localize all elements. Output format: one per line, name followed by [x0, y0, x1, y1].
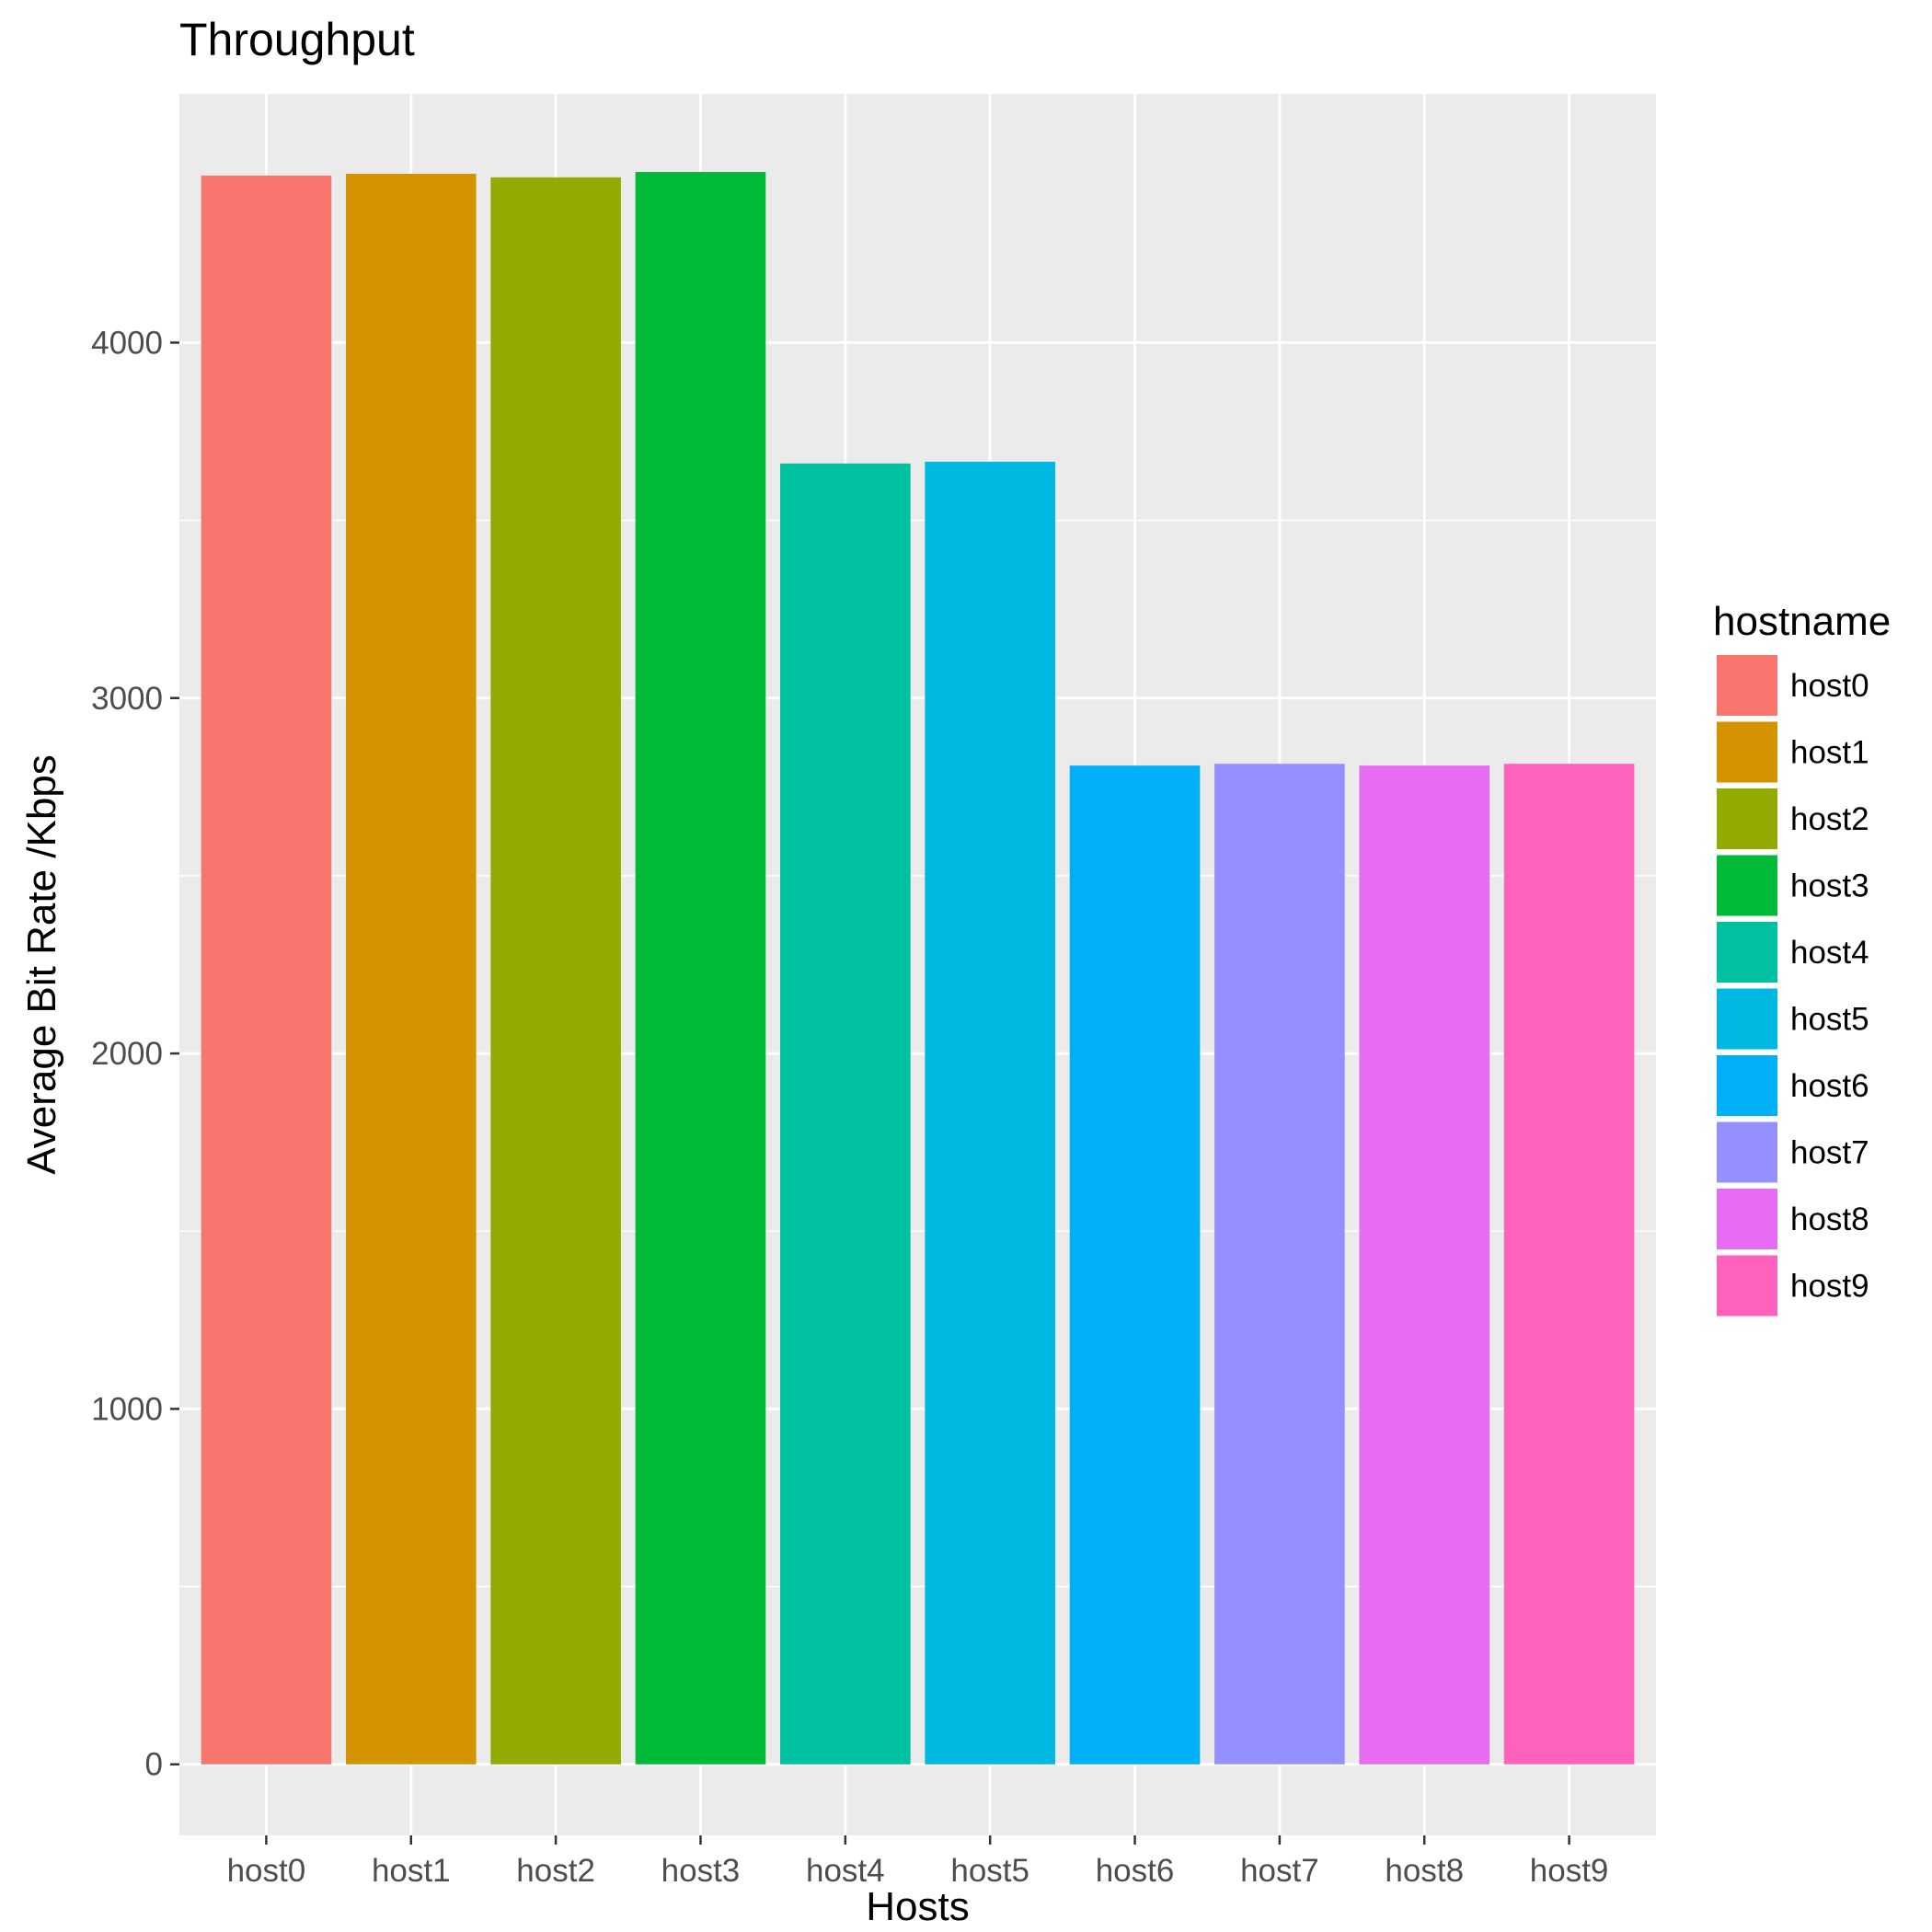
bar-host1 [345, 173, 477, 1765]
legend-key-host0 [1717, 655, 1777, 716]
bar-host0 [201, 175, 332, 1765]
legend-label: host9 [1790, 1269, 1869, 1305]
legend-key-host2 [1717, 788, 1777, 849]
legend-key-host8 [1717, 1189, 1777, 1249]
x-tick-label: host6 [1096, 1853, 1175, 1889]
x-tick-label: host2 [516, 1853, 595, 1889]
legend-key-host5 [1717, 988, 1777, 1050]
bar-host5 [925, 461, 1055, 1765]
legend-label: host8 [1790, 1202, 1869, 1237]
x-tick-label: host7 [1240, 1853, 1319, 1889]
bar-host8 [1359, 765, 1490, 1765]
x-tick-label: host3 [661, 1853, 741, 1889]
bar-host4 [780, 463, 911, 1765]
bars-group [201, 171, 1635, 1765]
x-tick-label: host4 [806, 1853, 885, 1889]
legend-key-host6 [1717, 1055, 1777, 1116]
y-tick-label: 0 [145, 1747, 163, 1783]
bar-host3 [635, 171, 766, 1765]
chart-title: Throughput [179, 14, 415, 65]
legend-key-host4 [1717, 922, 1777, 983]
x-tick-label: host9 [1530, 1853, 1609, 1889]
legend-items: host0 host1 host2 host3 host4 host5 host6 host7… [1717, 655, 1869, 1317]
y-axis: 0 1000 2000 3000 4000 [91, 325, 179, 1783]
y-tick-label: 2000 [91, 1036, 163, 1072]
legend-label: host1 [1790, 735, 1869, 771]
x-axis: host0 host1 host2 host3 host4 host5 host6 host7… [227, 1835, 1609, 1889]
x-tick-label: host1 [372, 1853, 451, 1889]
y-tick-label: 3000 [91, 681, 163, 717]
legend-label: host7 [1790, 1135, 1869, 1171]
legend-key-host9 [1717, 1255, 1777, 1317]
legend-label: host4 [1790, 935, 1869, 971]
x-tick-label: host5 [950, 1853, 1029, 1889]
legend-label: host3 [1790, 868, 1869, 904]
y-tick-label: 1000 [91, 1391, 163, 1427]
bar-host6 [1069, 765, 1201, 1765]
legend-label: host6 [1790, 1068, 1869, 1104]
legend-key-host1 [1717, 721, 1777, 783]
legend-label: host5 [1790, 1002, 1869, 1038]
bar-host2 [490, 177, 621, 1765]
legend: hostname host0host1host2host3host4host5h… [1713, 599, 1891, 1317]
bar-host9 [1503, 764, 1635, 1765]
y-axis-title: Average Bit Rate /Kbps [19, 754, 64, 1175]
bar-host7 [1214, 764, 1345, 1765]
x-tick-label: host0 [227, 1853, 306, 1889]
legend-label: host0 [1790, 668, 1869, 704]
legend-label: host2 [1790, 801, 1869, 837]
legend-title: hostname [1713, 599, 1891, 644]
legend-key-host3 [1717, 855, 1777, 916]
x-axis-title: Hosts [866, 1884, 969, 1929]
legend-key-host7 [1717, 1121, 1777, 1183]
y-tick-label: 4000 [91, 325, 163, 361]
x-tick-label: host8 [1385, 1853, 1464, 1889]
